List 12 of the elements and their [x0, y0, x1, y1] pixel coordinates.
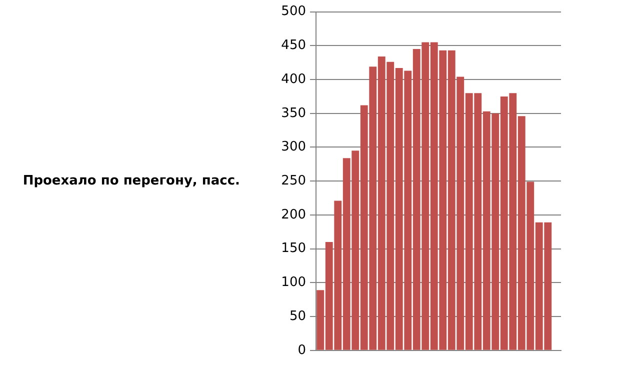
y-tick-label: 500 — [281, 4, 306, 20]
y-tick-label: 0 — [298, 342, 306, 358]
y-tick-label: 150 — [281, 241, 306, 256]
y-tick-label: 300 — [281, 140, 306, 155]
y-tick-label: 200 — [281, 207, 306, 222]
y-tick-label: 350 — [281, 106, 306, 121]
y-tick-label: 250 — [281, 173, 306, 188]
y-tick-label: 450 — [281, 38, 306, 54]
y-tick-label: 50 — [289, 308, 306, 324]
y-tick-label: 100 — [281, 275, 306, 290]
y-axis-title: Проехало по перегону, пасс. — [22, 173, 240, 188]
y-tick-label: 400 — [281, 72, 306, 87]
